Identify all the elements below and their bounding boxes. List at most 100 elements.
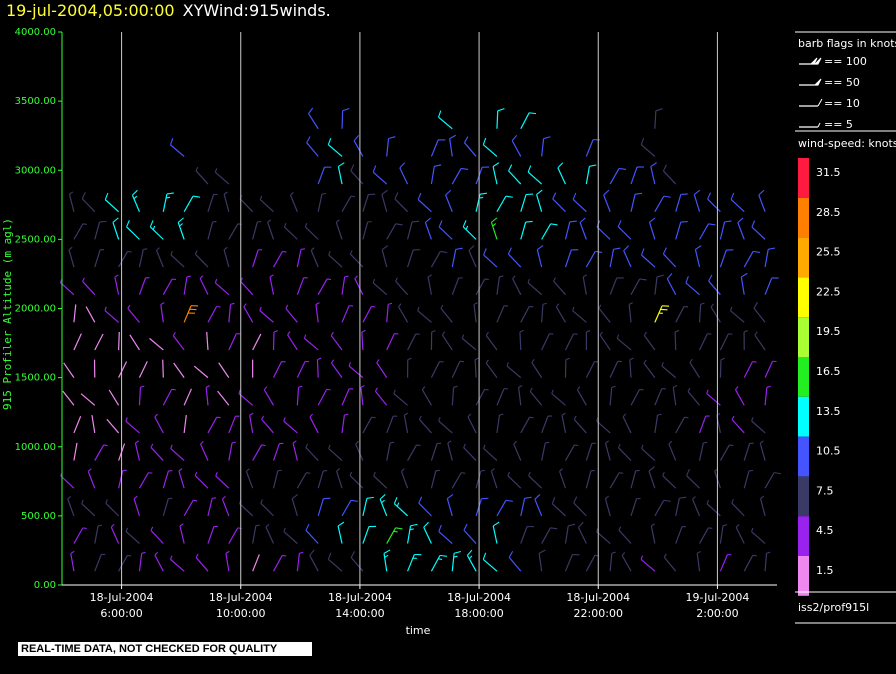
wind-barb <box>239 499 254 517</box>
wind-barb <box>468 245 477 268</box>
wind-barb <box>463 136 477 157</box>
barb-tick <box>404 412 409 416</box>
wind-barb <box>553 277 566 296</box>
wind-barb <box>730 192 745 213</box>
wind-barb <box>131 189 141 212</box>
barb-shaft <box>228 442 233 461</box>
wind-barb <box>94 553 106 572</box>
wind-barb <box>341 499 359 517</box>
barb-shaft <box>81 198 96 213</box>
barb-tick <box>223 246 228 251</box>
barb-shaft <box>200 443 209 461</box>
barb-tick <box>768 247 776 250</box>
barb-shaft <box>63 362 75 378</box>
wind-barb <box>403 412 409 434</box>
barb-shaft <box>485 362 498 378</box>
barb-shaft <box>94 444 105 461</box>
barb-shaft <box>451 168 462 185</box>
wind-barb <box>729 306 745 323</box>
barb-shaft <box>283 226 298 240</box>
wind-barb <box>629 357 634 378</box>
barb-shaft <box>512 278 522 295</box>
speed-legend-level: 4.5 <box>798 516 834 556</box>
x-tick-date: 18-Jul-2004 <box>209 591 273 604</box>
wind-barb <box>138 277 150 295</box>
barb-tick <box>662 471 665 476</box>
barb-shaft <box>317 278 328 295</box>
wind-barb <box>194 250 209 268</box>
barb-tick <box>707 192 711 200</box>
wind-barb <box>285 304 298 323</box>
barb-tick <box>559 468 563 472</box>
wind-barb <box>706 389 721 406</box>
barb-shaft <box>138 553 143 572</box>
barb-shaft <box>285 308 298 323</box>
barb-tick <box>731 415 735 420</box>
speed-legend-label: 22.5 <box>816 285 841 298</box>
barb-shaft <box>572 199 587 213</box>
wind-barb <box>362 193 376 212</box>
wind-barb <box>555 303 566 323</box>
wind-barb <box>73 442 78 461</box>
barb-tick <box>662 164 667 172</box>
barb-tick <box>308 107 314 114</box>
wind-barb <box>708 274 721 296</box>
barb-tick <box>453 550 462 554</box>
wind-barb <box>764 247 776 268</box>
barb-tick <box>525 220 533 223</box>
barb-tick <box>354 275 358 279</box>
barb-tick <box>212 497 217 499</box>
barb-shaft <box>386 333 395 351</box>
barb-shaft <box>170 448 185 462</box>
barb-tick <box>350 499 359 502</box>
barb-tick <box>751 220 756 228</box>
barb-shaft <box>561 415 567 434</box>
barb-tick <box>438 524 442 532</box>
wind-barb <box>706 499 721 517</box>
speed-legend-label: 28.5 <box>816 206 841 219</box>
wind-barb <box>630 497 641 517</box>
barb-tick <box>265 523 270 528</box>
wind-barb <box>685 276 700 296</box>
barb-shaft <box>272 361 283 378</box>
barb-shaft <box>753 307 766 323</box>
wind-barb <box>261 415 274 434</box>
barb-shaft <box>430 166 435 185</box>
wind-barb <box>699 333 712 351</box>
barb-tick <box>393 530 398 533</box>
barb-tick <box>127 250 132 253</box>
barb-shaft <box>162 278 173 295</box>
barb-tick <box>447 440 452 444</box>
barb-tick <box>729 306 733 311</box>
barb-shaft <box>737 222 745 240</box>
barb-shaft <box>118 251 129 268</box>
barb-shaft <box>492 166 498 185</box>
barb-shaft <box>362 498 368 517</box>
barb-tick <box>166 196 171 199</box>
wind-barb <box>306 136 319 157</box>
wind-barb <box>417 306 432 323</box>
wind-barb <box>341 388 354 406</box>
barb-shaft <box>252 444 263 461</box>
barb-tick <box>371 416 376 419</box>
barb-tick <box>282 250 287 253</box>
barb-tick <box>215 471 218 477</box>
barb-shaft <box>482 144 498 157</box>
speed-color-swatch <box>798 237 809 278</box>
wind-barb <box>451 550 462 572</box>
barb-shaft <box>520 526 528 544</box>
barb-shaft <box>564 221 571 240</box>
barb-tick <box>445 189 452 196</box>
barb-shaft <box>446 498 453 517</box>
barb-shaft <box>654 110 657 129</box>
wind-barb <box>104 306 119 323</box>
wind-barb <box>520 305 534 323</box>
barb-tick <box>373 471 376 477</box>
barb-tick <box>695 245 702 250</box>
wind-barb <box>214 278 230 296</box>
wind-barb <box>67 495 75 517</box>
wind-barb <box>129 334 140 351</box>
barb-shaft <box>296 249 302 268</box>
barb-tick <box>708 527 713 529</box>
barb-tick <box>216 305 221 308</box>
